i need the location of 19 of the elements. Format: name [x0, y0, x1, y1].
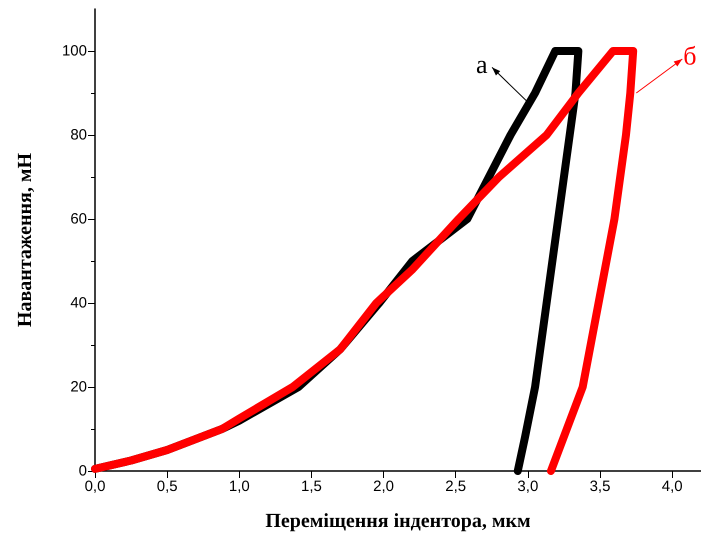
x-tick-label: 2,0	[373, 478, 394, 495]
x-tick-label: 3,0	[517, 478, 538, 495]
y-tick-label: 100	[62, 42, 87, 60]
y-tick-label: 80	[70, 126, 87, 144]
x-tick-label: 0,0	[84, 478, 106, 495]
series-label: а	[476, 50, 488, 79]
x-tick-label: 3,5	[590, 478, 610, 495]
x-tick-label: 0,5	[156, 478, 178, 495]
legend-label: б	[683, 42, 697, 70]
x-axis-title: Переміщення індентора, мкм	[265, 510, 531, 532]
y-tick-label: 0	[78, 462, 87, 480]
y-axis-title: Навантаження, мН	[14, 152, 36, 328]
y-tick-label: 40	[70, 294, 87, 312]
y-tick-label: 60	[70, 210, 87, 228]
x-tick-label: 4,0	[662, 478, 683, 495]
x-tick-label: 1,0	[228, 478, 250, 495]
y-tick-label: 20	[70, 378, 87, 396]
x-tick-label: 1,5	[301, 478, 322, 495]
x-tick-label: 2,5	[445, 478, 466, 495]
